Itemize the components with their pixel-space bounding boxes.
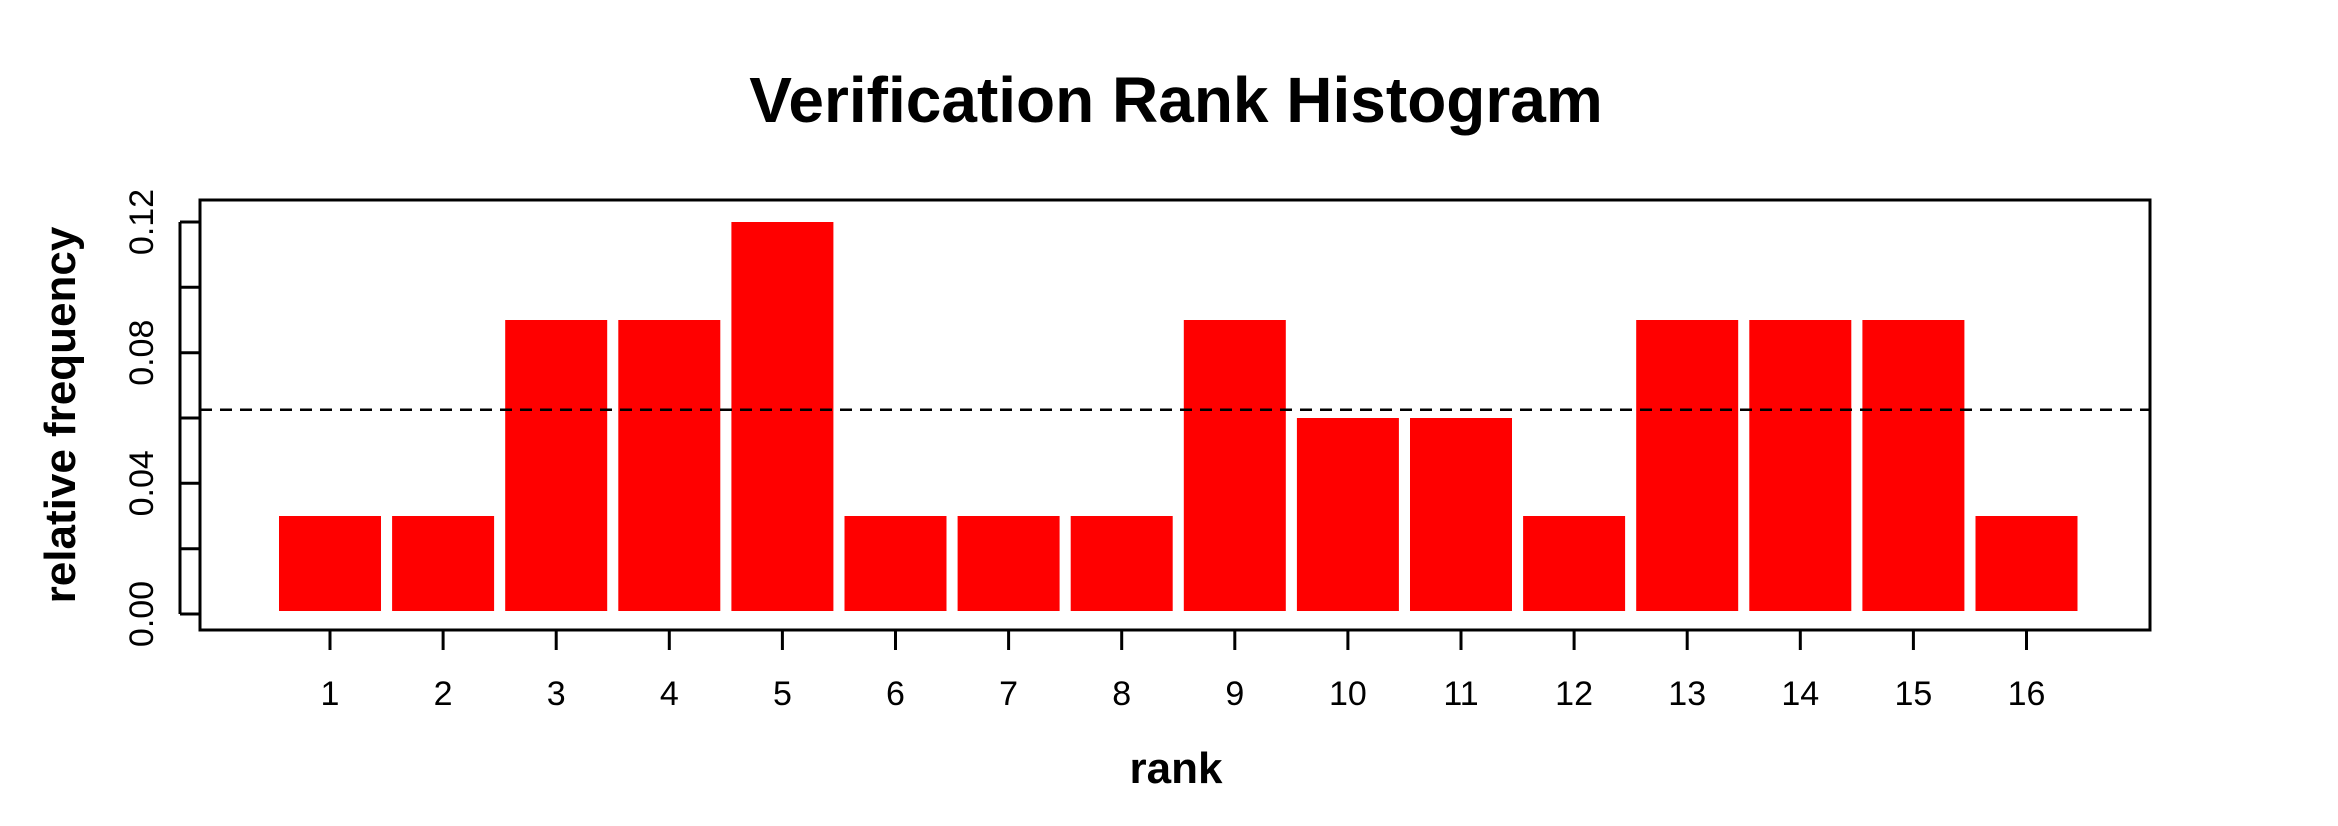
bar-rank-15 [1862,320,1965,611]
x-tick-label: 2 [434,675,453,713]
x-tick-label: 15 [1894,675,1932,713]
x-tick-label: 14 [1781,675,1819,713]
chart-title: Verification Rank Histogram [749,64,1603,136]
x-tick-label: 11 [1443,675,1478,713]
bar-rank-16 [1975,516,2078,611]
x-axis: 1 2 3 4 5 6 7 8 9 10 11 12 13 14 15 16 [321,628,2046,713]
bar-rank-8 [1070,516,1173,611]
bar-rank-6 [844,516,947,611]
bars-group [279,222,2078,611]
y-axis-label: relative frequency [36,226,85,603]
y-tick-label: 0.08 [123,320,161,386]
x-tick-label: 12 [1555,675,1593,713]
bar-rank-2 [392,516,495,611]
bar-rank-4 [618,320,721,611]
x-tick-label: 1 [321,675,340,713]
x-tick-label: 3 [547,675,566,713]
x-tick-label: 16 [2008,675,2046,713]
x-tick-label: 8 [1112,675,1131,713]
bar-rank-7 [957,516,1060,611]
x-tick-label: 4 [660,675,679,713]
x-tick-label: 7 [999,675,1018,713]
y-axis: 0.00 0.04 0.08 0.12 [123,189,200,647]
x-tick-label: 9 [1225,675,1244,713]
bar-rank-14 [1749,320,1852,611]
bar-rank-10 [1296,418,1399,611]
x-tick-label: 5 [773,675,792,713]
bar-rank-9 [1183,320,1286,611]
bar-rank-11 [1410,418,1512,611]
bar-rank-1 [279,516,381,611]
y-tick-label: 0.12 [123,189,161,255]
x-axis-label: rank [1130,744,1223,793]
bar-rank-3 [505,320,608,611]
x-tick-label: 6 [886,675,905,713]
bar-rank-5 [731,222,834,611]
bar-rank-12 [1523,516,1626,611]
y-tick-label: 0.04 [123,450,161,516]
x-tick-label: 10 [1329,675,1367,713]
x-tick-label: 13 [1668,675,1706,713]
y-tick-label: 0.00 [123,581,161,647]
bar-rank-13 [1636,320,1739,611]
